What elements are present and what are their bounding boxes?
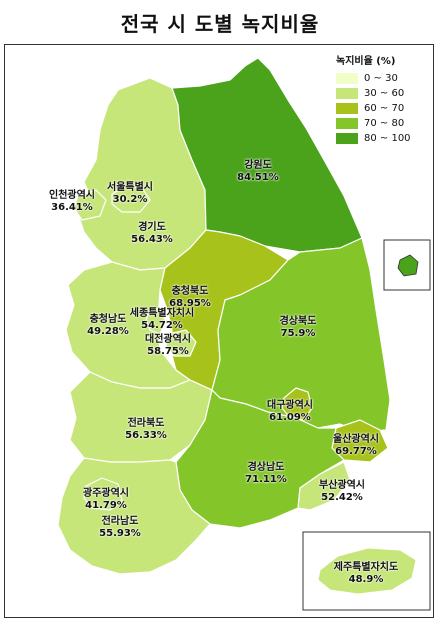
legend-item: 70 ~ 80 bbox=[336, 116, 411, 130]
label-gyeongbuk: 경상북도 75.9% bbox=[279, 316, 317, 339]
label-incheon: 인천광역시 36.41% bbox=[49, 190, 95, 213]
ulleungdo-island bbox=[397, 254, 419, 277]
region-incheon[interactable] bbox=[73, 189, 107, 221]
legend-item: 30 ~ 60 bbox=[336, 86, 411, 100]
legend-swatch bbox=[336, 72, 358, 84]
region-gwangju[interactable] bbox=[83, 477, 123, 511]
map-title: 전국 시 도별 녹지비율 bbox=[120, 12, 320, 36]
region-seoul[interactable] bbox=[111, 185, 151, 213]
region-busan[interactable] bbox=[297, 461, 351, 511]
legend-item: 0 ~ 30 bbox=[336, 71, 411, 85]
legend-item: 80 ~ 100 bbox=[336, 131, 411, 145]
label-chungnam: 충청남도 49.28% bbox=[87, 314, 129, 337]
label-jeonbuk: 전라북도 56.33% bbox=[125, 418, 167, 441]
legend-label: 0 ~ 30 bbox=[364, 72, 398, 84]
label-gangwon: 강원도 84.51% bbox=[237, 160, 279, 183]
label-seoul: 서울특별시 30.2% bbox=[107, 182, 153, 205]
legend-swatch bbox=[336, 132, 358, 144]
label-busan: 부산광역시 52.42% bbox=[319, 480, 365, 503]
label-jeonnam: 전라남도 55.93% bbox=[99, 516, 141, 539]
region-daegu[interactable] bbox=[281, 387, 313, 421]
region-sejong[interactable] bbox=[145, 307, 167, 335]
label-gyeonggi: 경기도 56.43% bbox=[131, 222, 173, 245]
label-daejeon: 대전광역시 58.75% bbox=[145, 334, 191, 357]
label-jeju: 제주특별자치도 48.9% bbox=[333, 562, 399, 585]
label-chungbuk: 충청북도 68.95% bbox=[169, 286, 211, 309]
legend-title: 녹지비율 (%) bbox=[336, 56, 396, 67]
region-daejeon[interactable] bbox=[165, 329, 197, 357]
legend-label: 30 ~ 60 bbox=[364, 87, 405, 99]
legend-label: 70 ~ 80 bbox=[364, 117, 405, 129]
legend-item: 60 ~ 70 bbox=[336, 101, 411, 115]
legend-swatch bbox=[336, 102, 358, 114]
label-sejong: 세종특별자치시 54.72% bbox=[129, 308, 195, 331]
label-gwangju: 광주광역시 41.79% bbox=[83, 488, 129, 511]
legend-swatch bbox=[336, 117, 358, 129]
label-gyeongnam: 경상남도 71.11% bbox=[245, 462, 287, 485]
legend-label: 60 ~ 70 bbox=[364, 102, 405, 114]
map-frame bbox=[4, 44, 434, 618]
legend: 녹지비율 (%) 0 ~ 30 30 ~ 60 60 ~ 70 70 ~ 80 … bbox=[336, 52, 411, 146]
legend-swatch bbox=[336, 87, 358, 99]
label-daegu: 대구광역시 61.09% bbox=[267, 400, 313, 423]
label-ulsan: 울산광역시 69.77% bbox=[333, 434, 379, 457]
region-jeju[interactable] bbox=[317, 547, 417, 595]
legend-label: 80 ~ 100 bbox=[364, 132, 411, 144]
